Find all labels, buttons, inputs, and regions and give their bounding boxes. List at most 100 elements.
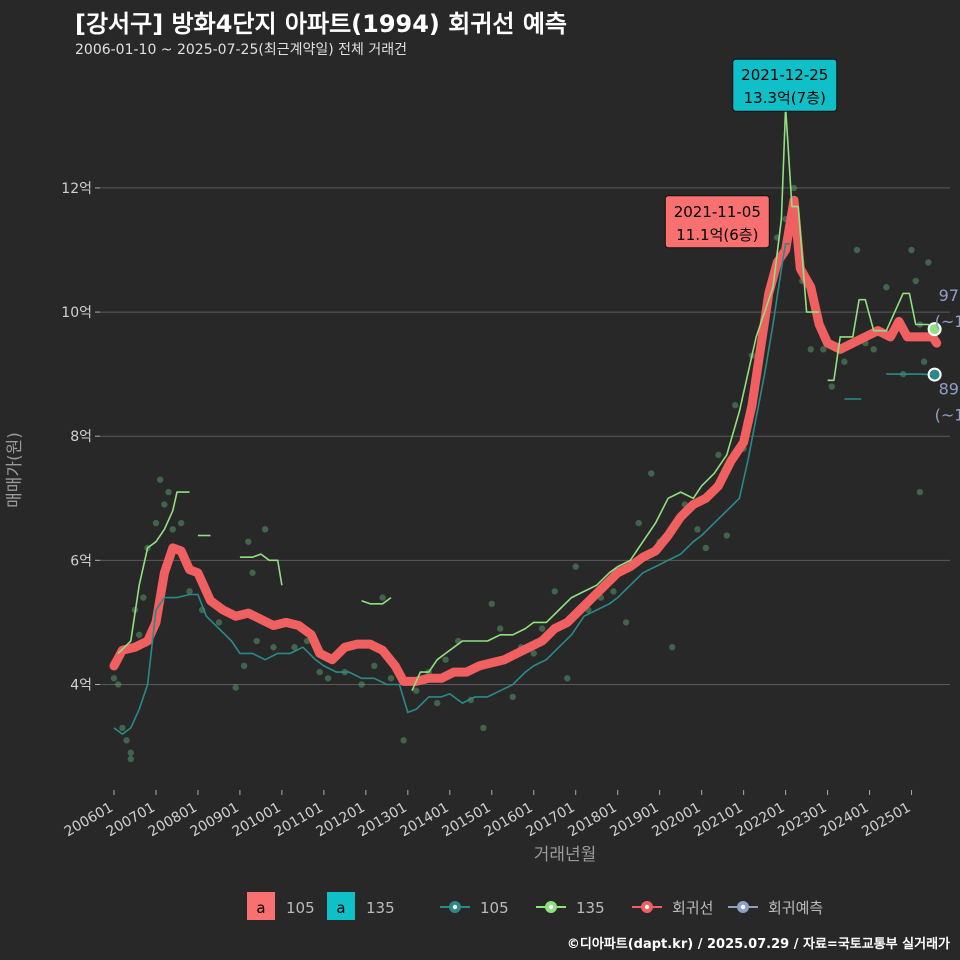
data-point xyxy=(169,526,176,533)
data-point xyxy=(379,594,386,601)
series-line-135 xyxy=(361,596,392,605)
data-point xyxy=(496,625,504,632)
data-point xyxy=(161,501,168,508)
y-tick-label: 4억 xyxy=(70,677,92,693)
legend-key-letter: a xyxy=(336,899,345,917)
annotation-value: 11.1억(6층) xyxy=(676,226,758,244)
data-point xyxy=(883,284,890,291)
data-point xyxy=(114,681,122,688)
data-point xyxy=(240,662,248,670)
data-point xyxy=(870,346,877,353)
data-point xyxy=(400,737,407,744)
data-point xyxy=(135,631,143,639)
annotation-105: 2021-11-05 11.1억(6층) xyxy=(664,195,770,249)
series-line-105 xyxy=(886,373,935,376)
series-line-135 xyxy=(827,292,936,382)
annotation-box xyxy=(664,195,770,249)
forecast-value-105: 89,933 xyxy=(939,380,960,399)
series-line-135 xyxy=(239,553,283,586)
annotation-box xyxy=(732,58,838,112)
legend-key-box xyxy=(247,892,275,920)
data-point xyxy=(165,488,172,496)
series-line-135 xyxy=(411,106,820,692)
data-point xyxy=(371,662,378,670)
data-point xyxy=(538,625,546,632)
data-point xyxy=(127,755,134,763)
data-point xyxy=(253,637,260,645)
legend-dot-center xyxy=(740,904,746,910)
data-point xyxy=(669,644,676,651)
data-point xyxy=(387,675,395,682)
annotation-135: 2021-12-25 13.3억(7층) xyxy=(732,58,838,112)
data-point xyxy=(648,470,655,477)
legend-label: 135 xyxy=(576,899,605,917)
data-point xyxy=(610,588,617,595)
data-point xyxy=(509,693,516,701)
chart-subtitle: 2006-01-10 ~ 2025-07-25(최근계약일) 전체 거래건 xyxy=(75,42,407,58)
data-point xyxy=(358,681,365,688)
data-point xyxy=(140,594,147,601)
data-point xyxy=(828,383,835,390)
forecast-point-105 xyxy=(927,367,942,382)
data-point xyxy=(123,737,130,744)
data-point xyxy=(156,476,164,483)
data-point xyxy=(551,588,558,595)
data-point xyxy=(249,569,256,576)
forecast-area-105: (~105㎡) xyxy=(935,406,960,425)
data-point xyxy=(245,538,252,545)
legend-label: 105 xyxy=(480,899,509,917)
annotation-date: 2021-12-25 xyxy=(741,66,828,84)
data-point xyxy=(291,644,298,651)
legend-label: 회귀선 xyxy=(672,899,713,917)
y-tick-label: 6억 xyxy=(70,553,92,569)
series-line-135 xyxy=(117,491,190,654)
data-point xyxy=(820,346,827,353)
data-point xyxy=(694,526,701,533)
legend-key-box xyxy=(327,892,355,920)
y-tick-label: 10억 xyxy=(61,305,92,321)
data-point xyxy=(413,687,420,694)
annotation-value: 13.3억(7층) xyxy=(744,89,826,107)
legend-label: 135 xyxy=(366,899,395,917)
data-point xyxy=(270,644,277,651)
legend: a 105 a 135 105 135 회귀선 회귀예측 xyxy=(247,892,823,920)
data-point xyxy=(442,656,449,663)
data-point xyxy=(790,184,798,192)
data-point xyxy=(177,519,185,527)
data-point xyxy=(572,563,579,570)
data-point xyxy=(530,650,537,657)
legend-label: 회귀예측 xyxy=(768,899,823,917)
x-axis-title: 거래년월 xyxy=(534,845,597,865)
data-point xyxy=(488,600,495,607)
legend-label: 105 xyxy=(286,899,315,917)
source-caption: ©디아파트(dapt.kr) / 2025.07.29 / 자료=국토교통부 실… xyxy=(566,937,950,952)
data-point xyxy=(715,451,722,459)
forecast-point-135 xyxy=(927,322,942,337)
data-point xyxy=(702,544,710,552)
data-point xyxy=(232,684,239,691)
y-tick-label: 12억 xyxy=(61,181,92,197)
data-point xyxy=(261,526,269,533)
data-point xyxy=(853,246,861,254)
data-point xyxy=(186,588,193,595)
data-point xyxy=(920,358,928,365)
legend-key-letter: a xyxy=(256,899,265,917)
data-point xyxy=(480,724,487,732)
data-point xyxy=(215,619,223,626)
data-point xyxy=(316,668,323,676)
data-point xyxy=(119,724,126,732)
y-tick-label: 8억 xyxy=(70,429,92,445)
y-axis-title: 매매가(원) xyxy=(5,432,25,508)
x-tick-label: 202501 xyxy=(859,800,913,841)
data-point xyxy=(723,532,731,539)
forecast-value-135: 97,250 xyxy=(939,286,960,305)
legend-dot-center xyxy=(644,904,650,910)
data-point xyxy=(110,675,118,682)
data-point xyxy=(622,619,630,626)
data-point xyxy=(908,246,915,254)
annotation-date: 2021-11-05 xyxy=(674,203,761,221)
data-point xyxy=(841,358,848,365)
series-line-105 xyxy=(113,243,790,735)
data-point xyxy=(925,259,932,266)
